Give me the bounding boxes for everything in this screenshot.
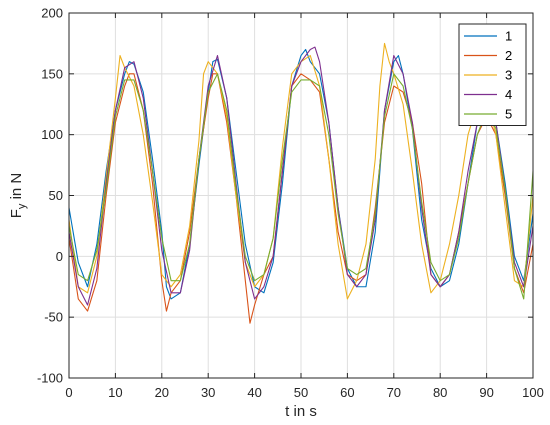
series-group	[68, 42, 534, 324]
legend-label: 5	[505, 107, 512, 122]
x-tick-label: 30	[201, 385, 215, 400]
series-line-1	[68, 48, 534, 300]
y-axis-label-unit: in N	[8, 173, 25, 204]
y-tick-label: 50	[49, 188, 63, 203]
y-axis-label-subscript: y	[16, 203, 28, 209]
y-axis-label: Fy in N	[8, 173, 28, 219]
y-tick-label: 100	[41, 127, 63, 142]
y-axis-label-main: F	[8, 209, 25, 218]
x-tick-label: 40	[247, 385, 261, 400]
legend-label: 2	[505, 48, 512, 63]
legend-label: 1	[505, 29, 512, 44]
legend-label: 4	[505, 87, 512, 102]
legend: 1 2 3 4 5	[458, 23, 527, 126]
y-tick-label: 0	[56, 249, 63, 264]
x-tick-label: 80	[433, 385, 447, 400]
x-tick-label: 60	[340, 385, 354, 400]
x-tick-label: 10	[108, 385, 122, 400]
x-tick-label: 70	[387, 385, 401, 400]
y-tick-label: 150	[41, 66, 63, 81]
x-tick-label: 90	[479, 385, 493, 400]
x-axis-label: t in s	[285, 403, 317, 420]
x-tick-label: 100	[522, 385, 544, 400]
x-tick-label: 0	[65, 385, 72, 400]
axis-ticks: 0 10 20 30 40 50 60 70 80 90 100 -100 -50 0 50 100 150 20…	[37, 6, 544, 401]
series-line-4	[68, 46, 534, 306]
y-tick-label: 200	[41, 6, 63, 21]
x-tick-label: 50	[294, 385, 308, 400]
legend-label: 3	[505, 68, 512, 83]
series-line-5	[68, 73, 534, 300]
y-tick-label: -50	[44, 310, 63, 325]
x-tick-label: 20	[155, 385, 169, 400]
y-tick-label: -100	[37, 371, 63, 386]
